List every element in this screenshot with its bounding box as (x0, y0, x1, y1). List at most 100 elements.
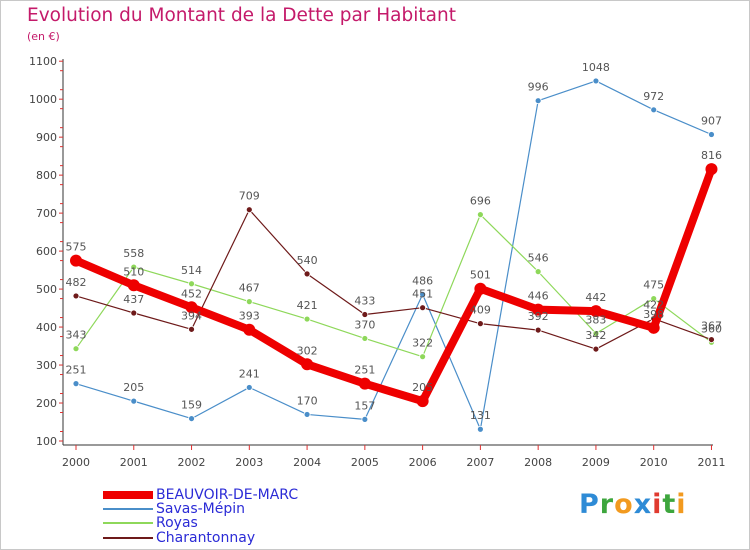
data-label-savas-m-pin: 205 (123, 381, 144, 394)
data-point-charantonnay (419, 304, 427, 312)
proxiti-logo: Proxiti (579, 489, 687, 520)
logo-letter: P (579, 489, 600, 520)
data-point-royas (72, 345, 80, 353)
data-label-royas: 475 (643, 279, 664, 292)
data-label-charantonnay: 451 (412, 288, 433, 301)
data-label-charantonnay: 482 (66, 276, 87, 289)
data-label-savas-m-pin: 486 (412, 274, 433, 287)
data-label-royas: 383 (585, 314, 606, 327)
data-point-savas-m-pin (303, 411, 311, 418)
x-tick-label: 2004 (293, 456, 321, 469)
data-point-beauvoir-de-marc (589, 305, 602, 318)
data-label-charantonnay: 437 (123, 293, 144, 306)
data-label-royas: 370 (354, 318, 375, 331)
data-point-savas-m-pin (708, 131, 715, 138)
data-label-savas-m-pin: 996 (528, 81, 549, 94)
data-point-beauvoir-de-marc (358, 377, 371, 390)
x-tick-label: 2011 (697, 456, 725, 469)
data-label-charantonnay: 433 (354, 295, 375, 308)
data-point-savas-m-pin (361, 415, 369, 423)
data-label-royas: 360 (701, 322, 722, 335)
series-line-charantonnay (75, 209, 713, 350)
data-label-savas-m-pin: 170 (297, 394, 318, 407)
legend-swatch-charantonnay (103, 537, 153, 539)
chart-unit-label: (en €) (27, 30, 60, 43)
y-tick-label: 800 (36, 169, 57, 182)
data-point-charantonnay (592, 345, 600, 353)
legend-label-charantonnay: Charantonnay (156, 530, 256, 546)
data-point-savas-m-pin (650, 106, 658, 114)
chart-axes: 100 200 300 400 500 600 700 800 900 1000 1100 2000 2… (29, 55, 725, 469)
y-tick-label: 300 (36, 359, 57, 372)
data-label-charantonnay: 367 (701, 320, 722, 333)
data-label-savas-m-pin: 131 (470, 409, 491, 422)
x-tick-label: 2007 (466, 456, 494, 469)
data-label-charantonnay: 342 (585, 329, 606, 342)
data-label-royas: 696 (470, 195, 491, 208)
data-point-savas-m-pin (476, 425, 484, 433)
series-line-savas-m-pin (75, 80, 713, 430)
data-label-beauvoir-de-marc: 302 (297, 344, 318, 357)
data-label-savas-m-pin: 157 (354, 399, 375, 412)
data-label-royas: 322 (412, 337, 433, 350)
logo-letter: o (614, 489, 634, 520)
logo-letter: i (652, 489, 663, 520)
legend-swatch-royas (103, 522, 153, 524)
data-point-savas-m-pin (72, 380, 80, 388)
data-point-beauvoir-de-marc (647, 321, 660, 334)
data-label-royas: 343 (66, 329, 87, 342)
data-point-royas (592, 330, 600, 337)
legend-item-royas[interactable]: Royas (103, 515, 198, 531)
data-label-beauvoir-de-marc: 442 (585, 291, 606, 304)
data-label-beauvoir-de-marc: 446 (528, 290, 549, 303)
data-point-royas (534, 268, 542, 276)
data-point-charantonnay (361, 311, 369, 318)
legend-item-savas-mepin[interactable]: Savas-Mépin (103, 501, 245, 517)
logo-letter: x (633, 489, 653, 520)
data-point-savas-m-pin (188, 415, 195, 422)
data-point-beauvoir-de-marc (301, 358, 314, 371)
data-labels-layer: 251 205 159 241 170 157 486 131 996 1048 972 907 343… (66, 61, 722, 422)
data-point-royas (130, 263, 138, 271)
series-layer (70, 77, 718, 433)
data-point-beauvoir-de-marc (243, 323, 256, 336)
data-point-royas (188, 280, 195, 288)
y-tick-label: 600 (36, 245, 57, 258)
series-line-beauvoir-de-marc (72, 165, 716, 406)
data-label-savas-m-pin: 159 (181, 399, 202, 412)
data-point-royas (245, 298, 253, 306)
x-tick-label: 2003 (235, 456, 263, 469)
data-label-beauvoir-de-marc: 510 (123, 265, 144, 278)
data-point-beauvoir-de-marc (474, 282, 487, 295)
data-point-charantonnay (303, 270, 311, 278)
data-label-beauvoir-de-marc: 393 (239, 310, 260, 323)
data-point-savas-m-pin (245, 384, 253, 391)
legend-label-beauvoir: BEAUVOIR-DE-MARC (156, 487, 299, 503)
data-label-savas-m-pin: 251 (66, 364, 87, 377)
legend-item-charantonnay[interactable]: Charantonnay (103, 530, 255, 546)
data-point-beauvoir-de-marc (532, 303, 545, 316)
data-point-charantonnay (476, 320, 484, 328)
data-point-beauvoir-de-marc (70, 254, 82, 267)
data-point-savas-m-pin (130, 397, 138, 405)
legend-label-savas-mepin: Savas-Mépin (156, 501, 246, 517)
legend-item-beauvoir[interactable]: BEAUVOIR-DE-MARC (103, 487, 298, 503)
data-point-charantonnay (245, 206, 253, 214)
legend-swatch-savas-mepin (103, 508, 153, 510)
data-label-savas-m-pin: 241 (239, 367, 260, 380)
y-tick-label: 400 (36, 321, 57, 334)
data-label-charantonnay: 540 (297, 254, 318, 267)
data-point-royas (476, 211, 484, 219)
data-label-beauvoir-de-marc: 251 (354, 364, 375, 377)
data-label-beauvoir-de-marc: 501 (470, 269, 491, 282)
data-label-beauvoir-de-marc: 575 (66, 241, 87, 254)
data-point-beauvoir-de-marc (705, 163, 718, 176)
data-point-royas (650, 295, 658, 302)
data-label-charantonnay: 709 (239, 190, 260, 203)
y-tick-label: 700 (36, 207, 57, 220)
data-label-beauvoir-de-marc: 816 (701, 149, 722, 162)
x-tick-label: 2002 (178, 456, 206, 469)
data-point-beauvoir-de-marc (127, 279, 140, 292)
x-tick-label: 2008 (524, 456, 552, 469)
data-point-charantonnay (130, 309, 138, 317)
